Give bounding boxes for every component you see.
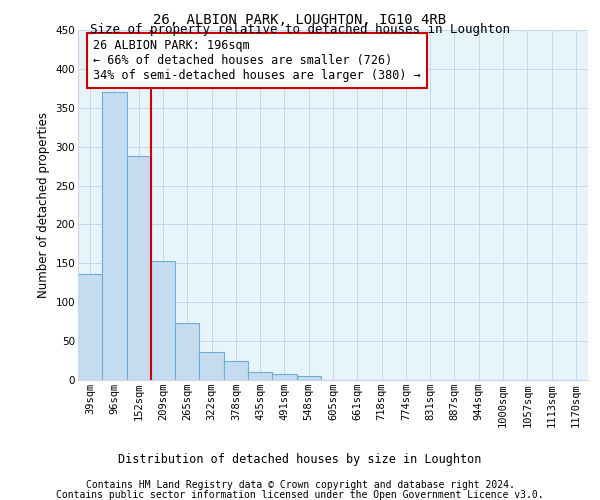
Text: Distribution of detached houses by size in Loughton: Distribution of detached houses by size … bbox=[118, 452, 482, 466]
Bar bbox=[224, 360, 248, 380]
Bar bbox=[102, 92, 127, 380]
Bar bbox=[127, 156, 151, 380]
Bar bbox=[175, 323, 199, 380]
Bar bbox=[151, 261, 175, 380]
Bar bbox=[272, 374, 296, 380]
Text: Contains public sector information licensed under the Open Government Licence v3: Contains public sector information licen… bbox=[56, 490, 544, 500]
Bar bbox=[248, 372, 272, 380]
Bar bbox=[78, 274, 102, 380]
Bar bbox=[199, 352, 224, 380]
Text: Size of property relative to detached houses in Loughton: Size of property relative to detached ho… bbox=[90, 22, 510, 36]
Text: 26 ALBION PARK: 196sqm
← 66% of detached houses are smaller (726)
34% of semi-de: 26 ALBION PARK: 196sqm ← 66% of detached… bbox=[94, 39, 421, 82]
Text: Contains HM Land Registry data © Crown copyright and database right 2024.: Contains HM Land Registry data © Crown c… bbox=[86, 480, 514, 490]
Bar bbox=[296, 376, 321, 380]
Text: 26, ALBION PARK, LOUGHTON, IG10 4RB: 26, ALBION PARK, LOUGHTON, IG10 4RB bbox=[154, 12, 446, 26]
Y-axis label: Number of detached properties: Number of detached properties bbox=[37, 112, 50, 298]
